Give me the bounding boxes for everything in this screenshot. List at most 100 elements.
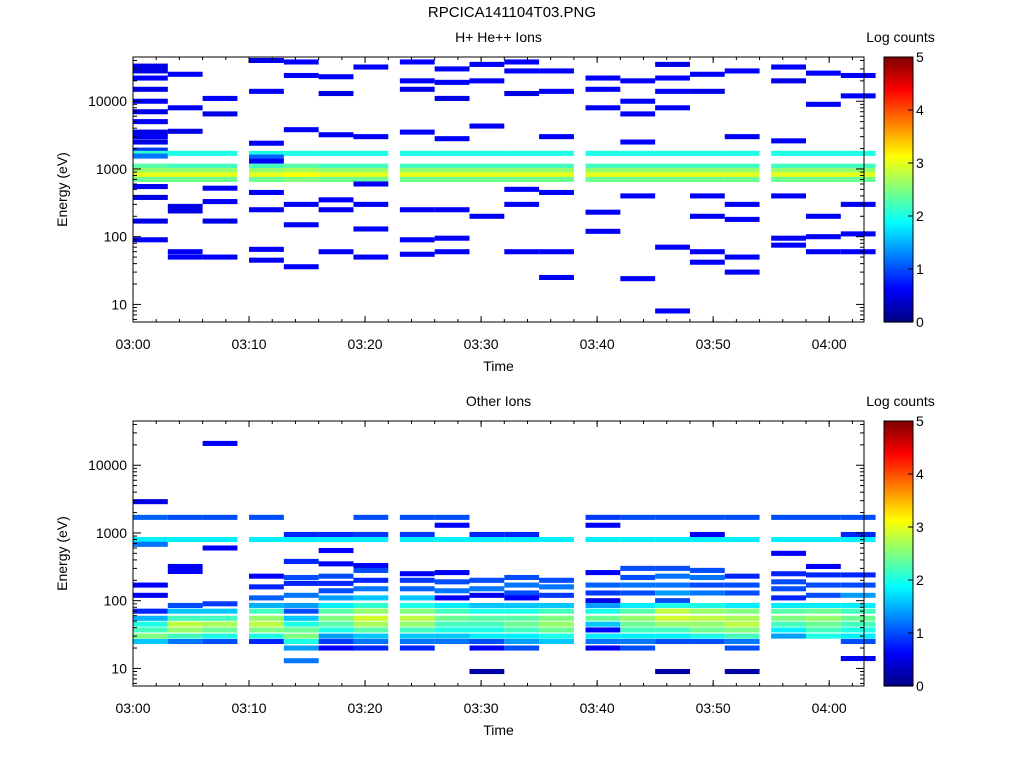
- heatmap-cell: [805, 572, 841, 578]
- heatmap-cell: [585, 590, 621, 596]
- colorbar-gradient-step: [884, 602, 913, 605]
- heatmap-cell: [840, 201, 876, 207]
- colorbar-gradient-step: [884, 218, 913, 222]
- heatmap-cell: [133, 633, 168, 639]
- heatmap-cell: [249, 189, 284, 195]
- colorbar-gradient-step: [884, 677, 913, 680]
- heatmap-cell: [620, 163, 656, 169]
- colorbar-gradient-step: [884, 564, 913, 568]
- colorbar-gradient-step: [884, 277, 913, 281]
- colorbar-gradient-step: [884, 621, 913, 625]
- heatmap-cell: [167, 254, 203, 260]
- heatmap-cell: [167, 176, 203, 182]
- heatmap-cell: [318, 561, 354, 567]
- heatmap-cell: [504, 186, 540, 192]
- heatmap-cell: [434, 602, 470, 609]
- heatmap-cell: [283, 127, 319, 133]
- heatmap-cell: [805, 608, 841, 614]
- heatmap-cell: [434, 66, 470, 72]
- heatmap-cell: [167, 563, 203, 570]
- heatmap-cell: [133, 218, 168, 224]
- heatmap-cell: [620, 172, 656, 178]
- heatmap-cell: [133, 153, 168, 159]
- heatmap-cell: [249, 154, 284, 160]
- heatmap-cell: [167, 615, 203, 621]
- colorbar-gradient-step: [884, 204, 913, 208]
- colorbar-gradient-step: [884, 87, 913, 91]
- heatmap-cell: [689, 163, 725, 169]
- heatmap-cell: [655, 573, 690, 579]
- heatmap-cell: [724, 608, 760, 614]
- colorbar-gradient-step: [884, 482, 913, 486]
- colorbar-gradient-step: [884, 502, 913, 506]
- colorbar-gradient-step: [884, 98, 913, 102]
- heatmap-cell: [805, 621, 841, 627]
- colorbar-gradient-step: [884, 242, 913, 246]
- heatmap-cell: [399, 536, 435, 543]
- heatmap-cell: [133, 627, 168, 633]
- heatmap-cell: [771, 242, 806, 248]
- heatmap-cell: [469, 621, 505, 627]
- colorbar-gradient-step: [884, 644, 913, 647]
- colorbar-gradient-step: [884, 493, 913, 497]
- heatmap-cell: [620, 602, 656, 609]
- heatmap-cell: [167, 608, 203, 614]
- heatmap-cell: [840, 93, 876, 99]
- colorbar-gradient-step: [884, 586, 913, 590]
- heatmap-cell: [353, 621, 389, 627]
- colorbar-gradient-step: [884, 538, 913, 541]
- heatmap-cell: [249, 158, 284, 164]
- colorbar-gradient-step: [884, 518, 913, 521]
- colorbar-gradient-step: [884, 577, 913, 581]
- colorbar-gradient-step: [884, 666, 913, 669]
- colorbar-gradient-step: [884, 546, 913, 550]
- heatmap-cell: [724, 150, 760, 156]
- heatmap-cell: [689, 574, 725, 581]
- heatmap-cell: [620, 78, 656, 84]
- heatmap-cell: [249, 602, 284, 609]
- heatmap-cell: [805, 602, 841, 609]
- heatmap-cell: [585, 638, 621, 644]
- heatmap-cell: [504, 163, 540, 169]
- colorbar-gradient-step: [884, 251, 913, 255]
- colorbar-gradient-step: [884, 540, 913, 544]
- heatmap-cell: [133, 63, 168, 69]
- heatmap-cell: [283, 621, 319, 627]
- heatmap-cell: [283, 633, 319, 639]
- heatmap-cell: [399, 571, 435, 577]
- heatmap-cell: [840, 633, 876, 639]
- heatmap-cell: [840, 150, 876, 156]
- heatmap-cell: [318, 163, 354, 169]
- colorbar-gradient-step: [884, 557, 913, 561]
- colorbar-gradient-step: [884, 562, 913, 566]
- heatmap-cell: [539, 68, 574, 74]
- colorbar-gradient-step: [884, 659, 913, 663]
- heatmap-cell: [133, 514, 168, 520]
- x-tick-label: 03:10: [232, 336, 267, 352]
- heatmap-cell: [504, 531, 540, 538]
- colorbar-tick-label: 1: [916, 625, 924, 641]
- heatmap-cell: [353, 615, 389, 621]
- colorbar-gradient-step: [884, 211, 913, 215]
- heatmap-cell: [434, 167, 470, 174]
- heatmap-cell: [353, 645, 389, 651]
- heatmap-cell: [202, 95, 238, 101]
- colorbar-label: Log counts: [866, 393, 935, 409]
- colorbar-gradient-step: [884, 273, 913, 277]
- heatmap-cell: [283, 172, 319, 178]
- heatmap-cell: [655, 105, 690, 111]
- heatmap-cell: [167, 105, 203, 111]
- colorbar-gradient-step: [884, 169, 913, 173]
- heatmap-cell: [724, 167, 760, 174]
- heatmap-cell: [283, 592, 319, 598]
- heatmap-cell: [202, 621, 238, 627]
- heatmap-cell: [469, 602, 505, 609]
- heatmap-cell: [655, 514, 690, 520]
- heatmap-cell: [504, 638, 540, 644]
- heatmap-cell: [620, 98, 656, 104]
- heatmap-cell: [202, 218, 238, 224]
- colorbar-gradient-step: [884, 180, 913, 184]
- colorbar-gradient-step: [884, 123, 913, 127]
- heatmap-cell: [689, 213, 725, 219]
- colorbar-gradient-step: [884, 315, 913, 319]
